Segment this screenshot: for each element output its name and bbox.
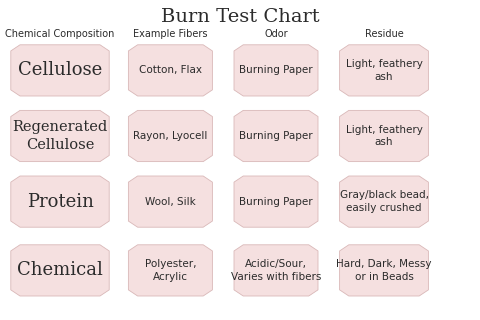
Polygon shape [234,110,318,162]
Polygon shape [11,176,109,227]
Text: Burning Paper: Burning Paper [239,131,313,141]
Text: Light, feathery
ash: Light, feathery ash [346,125,422,147]
Text: Burning Paper: Burning Paper [239,196,313,207]
Text: Light, feathery
ash: Light, feathery ash [346,59,422,82]
Text: Rayon, Lyocell: Rayon, Lyocell [133,131,207,141]
Polygon shape [340,176,429,227]
Polygon shape [128,45,212,96]
Polygon shape [340,245,429,296]
Polygon shape [234,245,318,296]
Polygon shape [234,176,318,227]
Text: Cotton, Flax: Cotton, Flax [139,65,202,76]
Text: Wool, Silk: Wool, Silk [145,196,196,207]
Text: Cellulose: Cellulose [18,61,102,79]
Text: Hard, Dark, Messy
or in Beads: Hard, Dark, Messy or in Beads [336,259,432,282]
Polygon shape [340,45,429,96]
Text: Odor: Odor [264,28,288,39]
Polygon shape [11,245,109,296]
Text: Gray/black bead,
easily crushed: Gray/black bead, easily crushed [339,190,429,213]
Text: Burn Test Chart: Burn Test Chart [161,8,319,26]
Polygon shape [128,245,212,296]
Text: Chemical: Chemical [17,261,103,279]
Polygon shape [340,110,429,162]
Polygon shape [128,110,212,162]
Polygon shape [11,110,109,162]
Text: Example Fibers: Example Fibers [133,28,208,39]
Polygon shape [128,176,212,227]
Text: Protein: Protein [26,193,94,211]
Polygon shape [11,45,109,96]
Text: Polyester,
Acrylic: Polyester, Acrylic [144,259,196,282]
Text: Residue: Residue [365,28,403,39]
Text: Chemical Composition: Chemical Composition [5,28,115,39]
Text: Acidic/Sour,
Varies with fibers: Acidic/Sour, Varies with fibers [231,259,321,282]
Polygon shape [234,45,318,96]
Text: Burning Paper: Burning Paper [239,65,313,76]
Text: Regenerated
Cellulose: Regenerated Cellulose [12,120,108,152]
